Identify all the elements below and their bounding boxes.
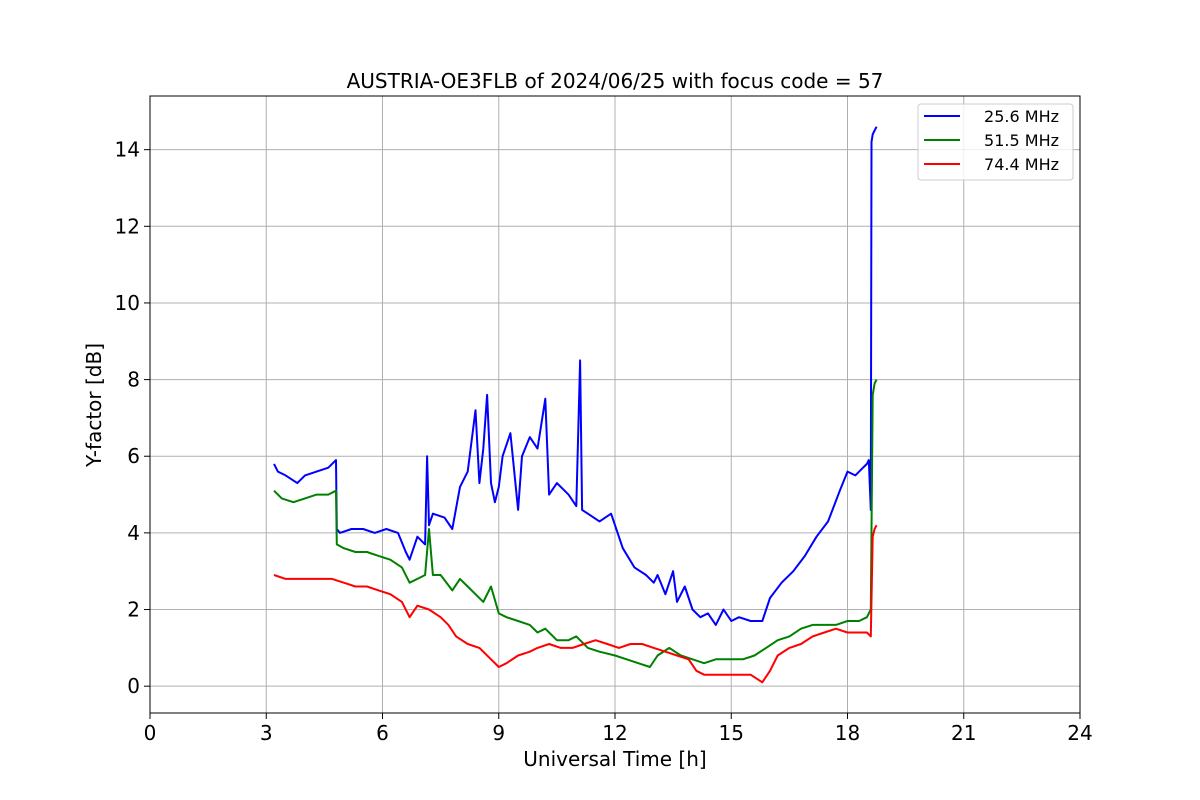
y-tick-label: 4: [127, 521, 140, 545]
x-axis-ticks: 0 3 6 9 12 15 18 21 24: [144, 713, 1093, 745]
x-tick-label: 0: [144, 721, 157, 745]
y-tick-label: 10: [115, 291, 140, 315]
legend-label-74-4: 74.4 MHz: [984, 155, 1059, 174]
legend: 25.6 MHz 51.5 MHz 74.4 MHz: [917, 103, 1074, 181]
legend-box: [917, 103, 1074, 181]
x-tick-label: 12: [602, 721, 627, 745]
x-tick-label: 18: [835, 721, 860, 745]
legend-label-25-6: 25.6 MHz: [984, 107, 1059, 126]
y-tick-label: 12: [115, 214, 140, 238]
y-axis-ticks: 0 2 4 6 8 10 12 14: [115, 138, 150, 698]
series-lines: [273, 126, 878, 684]
x-tick-label: 21: [951, 721, 976, 745]
x-tick-label: 15: [719, 721, 744, 745]
y-axis-label: Y-factor [dB]: [82, 343, 106, 468]
y-tick-label: 8: [127, 368, 140, 392]
series-line-74-4-mhz: [273, 524, 878, 684]
x-tick-label: 3: [260, 721, 273, 745]
y-tick-label: 6: [127, 444, 140, 468]
legend-label-51-5: 51.5 MHz: [984, 131, 1059, 150]
x-axis-label: Universal Time [h]: [523, 747, 706, 771]
series-line-25-6-mhz: [273, 126, 878, 626]
y-tick-label: 0: [127, 674, 140, 698]
y-tick-label: 2: [127, 598, 140, 622]
chart-title: AUSTRIA-OE3FLB of 2024/06/25 with focus …: [347, 69, 884, 93]
y-tick-label: 14: [115, 138, 140, 162]
x-tick-label: 6: [376, 721, 389, 745]
series-line-51-5-mhz: [273, 379, 878, 668]
x-tick-label: 24: [1067, 721, 1092, 745]
x-tick-label: 9: [492, 721, 505, 745]
